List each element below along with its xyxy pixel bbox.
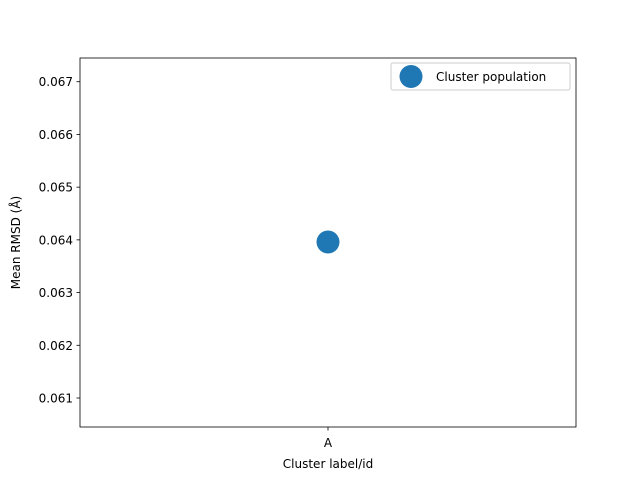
- y-tick-label: 0.067: [39, 75, 73, 89]
- y-axis-label: Mean RMSD (Å): [8, 196, 23, 289]
- y-tick-label: 0.065: [39, 181, 73, 195]
- y-tick-label: 0.064: [39, 233, 73, 247]
- y-tick-label: 0.061: [39, 392, 73, 406]
- data-point: [316, 230, 340, 254]
- legend-box: [390, 62, 571, 91]
- y-tick-label: 0.066: [39, 128, 73, 142]
- x-tick-label: A: [324, 436, 333, 450]
- y-tick-label: 0.062: [39, 339, 73, 353]
- data-points: [316, 230, 340, 254]
- plot-frame: [79, 57, 577, 428]
- x-axis-ticks: A: [324, 427, 333, 450]
- legend-marker: [399, 65, 423, 88]
- legend: Cluster population: [390, 62, 571, 91]
- legend-label: Cluster population: [436, 70, 546, 84]
- y-tick-label: 0.063: [39, 286, 73, 300]
- y-axis-ticks: 0.061 0.062 0.063 0.064 0.065 0.066 0.067: [39, 75, 80, 406]
- x-axis-label: Cluster label/id: [283, 457, 373, 471]
